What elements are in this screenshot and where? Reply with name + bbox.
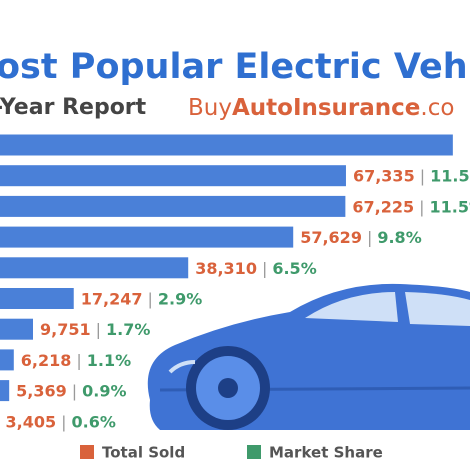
separator: | [420,166,425,185]
separator: | [419,197,424,216]
total-sold-label: 6,218 [21,350,72,369]
market-share-label: 1.7% [106,320,150,339]
bar [0,380,10,402]
market-share-label: 11.5% [430,166,470,185]
bar [0,134,453,156]
bar [0,257,189,279]
market-share-label: 1.1% [87,350,131,369]
total-sold-label: 57,629 [300,228,362,247]
car-illustration [147,283,470,430]
separator: | [76,350,81,369]
separator: | [262,258,267,277]
market-share-label: 9.8% [377,228,421,247]
brand-part: AutoInsurance [232,95,420,121]
title: ost Popular Electric Veh [0,47,468,87]
value-label: 57,629 | 9.8% [300,228,422,247]
separator: | [367,228,372,247]
value-label: 67,225 | 11.5% [352,197,470,216]
market-share-label: 6.5% [272,258,316,277]
bar [0,165,346,187]
value-label: 6,218 | 1.1% [21,350,131,369]
market-share-label: 0.6% [72,412,116,431]
legend-label: Market Share [269,444,383,462]
legend-label: Total Sold [102,444,185,462]
total-sold-label: 9,751 [40,320,91,339]
brand-part: Buy [188,95,232,121]
value-label: 17,247 | 2.9% [81,289,203,308]
bar [0,226,294,248]
bars [0,134,453,402]
separator: | [61,412,66,431]
total-sold-label: 3,405 [6,412,57,431]
legend-swatch [247,445,261,459]
subtitle: -Year Report [0,95,147,120]
value-label: 9,751 | 1.7% [40,320,150,339]
value-label: 3,405 | 0.6% [6,412,116,431]
legend-swatch [80,445,94,459]
total-sold-label: 17,247 [81,289,143,308]
total-sold-label: 5,369 [16,381,67,400]
total-sold-label: 38,310 [195,258,257,277]
bar [0,318,33,340]
brand: BuyAutoInsurance.co [188,95,454,121]
total-sold-label: 67,335 [353,166,415,185]
bar [0,349,14,371]
bar [0,288,74,309]
market-share-label: 2.9% [158,289,202,308]
value-label: 67,335 | 11.5% [353,166,470,185]
bar [0,195,346,217]
value-label: 5,369 | 0.9% [16,381,126,400]
market-share-label: 0.9% [82,381,126,400]
separator: | [147,289,152,308]
value-label: 38,310 | 6.5% [195,258,317,277]
separator: | [72,381,77,400]
market-share-label: 11.5% [430,197,470,216]
brand-part: .co [420,95,454,121]
separator: | [96,320,101,339]
total-sold-label: 67,225 [352,197,414,216]
